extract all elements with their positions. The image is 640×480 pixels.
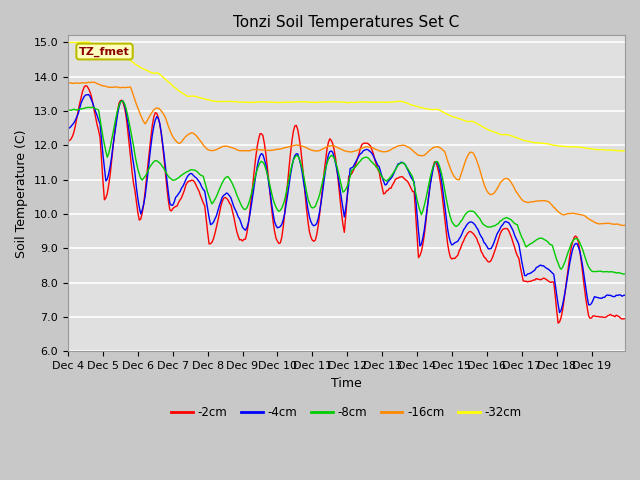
Legend: -2cm, -4cm, -8cm, -16cm, -32cm: -2cm, -4cm, -8cm, -16cm, -32cm: [167, 401, 526, 424]
Title: Tonzi Soil Temperatures Set C: Tonzi Soil Temperatures Set C: [234, 15, 460, 30]
Y-axis label: Soil Temperature (C): Soil Temperature (C): [15, 129, 28, 258]
Text: TZ_fmet: TZ_fmet: [79, 47, 130, 57]
X-axis label: Time: Time: [331, 377, 362, 390]
